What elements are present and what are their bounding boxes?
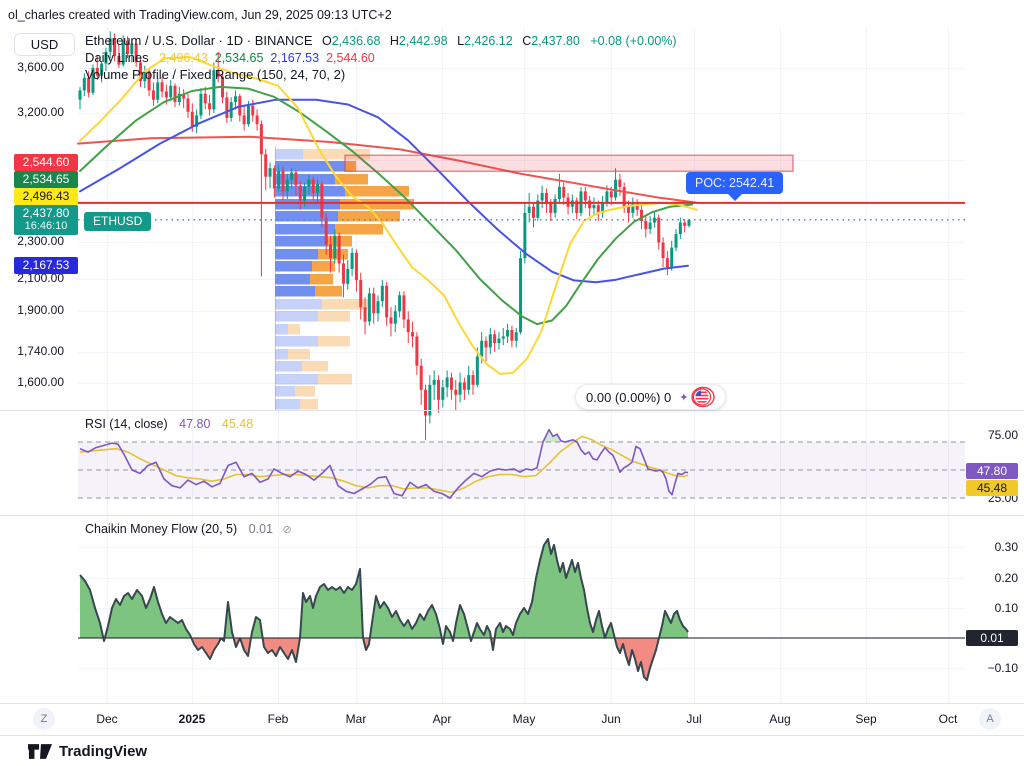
brand-text: TradingView bbox=[59, 743, 148, 760]
time-axis-label: Feb bbox=[267, 712, 289, 726]
footer-divider bbox=[0, 735, 1024, 736]
daily-line-value: 2,496.43 bbox=[159, 51, 208, 65]
legend-symbol-row[interactable]: Ethereum / U.S. Dollar · 1D · BINANCE O2… bbox=[85, 33, 677, 48]
ethusd-price-line-tag: ETHUSD bbox=[84, 212, 152, 231]
price-tick-label: 1,900.00 bbox=[17, 303, 64, 317]
indicator-tick-label: −0.10 bbox=[987, 661, 1018, 675]
price-badge: 2,534.65 bbox=[14, 171, 78, 188]
zero-line-icon: ⊘ bbox=[282, 524, 292, 536]
time-axis-label: Dec bbox=[96, 712, 118, 726]
currency-button[interactable]: USD bbox=[14, 33, 75, 56]
low-label: L bbox=[457, 34, 465, 48]
time-axis-label: 2025 bbox=[178, 712, 206, 726]
daily-lines-label: Daily Lines bbox=[85, 50, 149, 65]
time-axis-label: Sep bbox=[855, 712, 877, 726]
price-tick-label: 2,300.00 bbox=[17, 234, 64, 248]
daily-line-value: 2,544.60 bbox=[326, 51, 375, 65]
rsi-pane-header[interactable]: RSI (14, close) 47.80 45.48 bbox=[85, 417, 253, 431]
exchange-label: BINANCE bbox=[254, 33, 313, 48]
low-value: 2,426.12 bbox=[464, 34, 513, 48]
symbol-title: Ethereum / U.S. Dollar bbox=[85, 33, 216, 48]
cmf-value: 0.01 bbox=[248, 522, 273, 536]
high-label: H bbox=[389, 34, 399, 48]
close-label: C bbox=[522, 34, 532, 48]
attribution-text: ol_charles created with TradingView.com,… bbox=[8, 8, 392, 22]
time-axis-label: Oct bbox=[938, 712, 958, 726]
price-badge: 2,496.43 bbox=[14, 188, 78, 205]
time-axis-label: Aug bbox=[769, 712, 791, 726]
indicator-tick-label: 0.20 bbox=[994, 571, 1018, 585]
high-value: 2,442.98 bbox=[398, 34, 448, 48]
price-tick-label: 3,600.00 bbox=[17, 60, 64, 74]
indicator-tick-label: 75.00 bbox=[987, 428, 1018, 442]
legend-daily-lines-row[interactable]: Daily Lines 2,496.43 2,534.65 2,167.53 2,54… bbox=[85, 50, 677, 66]
rsi-title: RSI (14, close) bbox=[85, 417, 168, 431]
daily-lines-values: 2,496.43 2,534.65 2,167.53 2,544.60 bbox=[152, 51, 375, 65]
time-axis-label: Jun bbox=[601, 712, 621, 726]
volume-profile-label: Volume Profile / Fixed Range (150, 24, 7… bbox=[85, 67, 346, 82]
indicator-badge: 47.80 bbox=[966, 463, 1018, 479]
rsi-smoothing-value: 45.48 bbox=[221, 417, 254, 431]
price-tick-label: 2,100.00 bbox=[17, 271, 64, 285]
price-tick-label: 3,200.00 bbox=[17, 105, 64, 119]
cmf-title: Chaikin Money Flow (20, 5) bbox=[85, 522, 238, 536]
price-badge: 2,167.53 bbox=[14, 257, 78, 274]
indicator-badge: 45.48 bbox=[966, 480, 1018, 496]
price-badge: 2,437.80 16:46:10 bbox=[14, 205, 78, 235]
tradingview-brand[interactable]: TradingView bbox=[28, 741, 147, 762]
change-value: +0.08 (+0.00%) bbox=[590, 34, 677, 48]
time-axis-label: May bbox=[512, 712, 536, 726]
timezone-button[interactable]: Z bbox=[33, 708, 55, 730]
price-tick-label: 1,600.00 bbox=[17, 375, 64, 389]
daily-line-value: 2,534.65 bbox=[214, 51, 264, 65]
cmf-pane-header[interactable]: Chaikin Money Flow (20, 5) 0.01 ⊘ bbox=[85, 522, 292, 536]
price-badge-time: 16:46:10 bbox=[24, 220, 68, 232]
open-label: O bbox=[322, 34, 332, 48]
reaction-icons[interactable]: ✦ bbox=[679, 386, 715, 408]
axis-settings-button[interactable]: A bbox=[979, 708, 1001, 730]
interval-label: 1D bbox=[226, 33, 244, 48]
poc-callout: POC: 2542.41 bbox=[686, 172, 784, 201]
daily-line-value: 2,167.53 bbox=[270, 51, 320, 65]
tradingview-logo-icon bbox=[28, 744, 52, 759]
time-axis-label: Apr bbox=[432, 712, 452, 726]
close-value: 2,437.80 bbox=[531, 34, 580, 48]
us-flag-icon bbox=[690, 386, 715, 408]
time-axis-label: Mar bbox=[345, 712, 367, 726]
price-badge: 2,544.60 bbox=[14, 154, 78, 171]
change-pill-text: 0.00 (0.00%) 0 bbox=[586, 389, 672, 405]
chart-legend: Ethereum / U.S. Dollar · 1D · BINANCE O2… bbox=[85, 33, 677, 84]
price-tick-label: 1,740.00 bbox=[17, 344, 64, 358]
legend-volume-profile-row[interactable]: Volume Profile / Fixed Range (150, 24, 7… bbox=[85, 67, 677, 83]
time-axis-label: Jul bbox=[686, 712, 702, 726]
open-value: 2,436.68 bbox=[331, 34, 381, 48]
rsi-value: 47.80 bbox=[179, 417, 211, 431]
change-pill: 0.00 (0.00%) 0 ✦ bbox=[575, 384, 726, 410]
sparkle-icon: ✦ bbox=[679, 391, 689, 404]
indicator-tick-label: 0.30 bbox=[994, 540, 1018, 554]
indicator-tick-label: 0.10 bbox=[994, 601, 1018, 615]
indicator-badge: 0.01 bbox=[966, 630, 1018, 646]
